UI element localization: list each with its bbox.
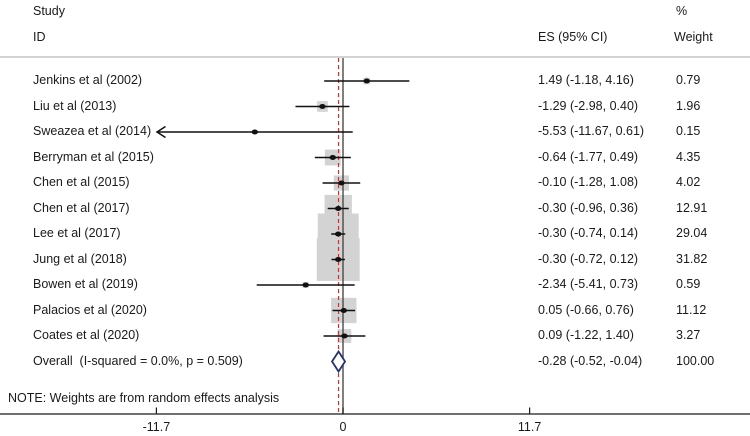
study-row-label: Jung et al (2018)	[33, 251, 127, 266]
weight-value: 1.96	[676, 98, 701, 113]
es-value: -0.28 (-0.52, -0.04)	[538, 353, 643, 368]
weight-value: 29.04	[676, 226, 708, 240]
note-text: NOTE: Weights are from random effects an…	[8, 391, 280, 405]
study-row-label: Jenkins et al (2002)	[33, 73, 143, 87]
column-header-es: ES (95% CI)	[538, 30, 608, 44]
study-row-label: Chen et al (2017)	[33, 200, 130, 215]
study-row-label: Chen et al (2015)	[33, 175, 130, 189]
weight-value: 0.79	[676, 73, 701, 87]
study-row-label: Lee et al (2017)	[33, 226, 121, 240]
column-header-id: ID	[33, 30, 46, 44]
weight-value: 4.35	[676, 149, 701, 164]
point-estimate-marker	[329, 155, 336, 160]
study-row-label: Liu et al (2013)	[33, 98, 117, 113]
point-estimate-marker	[302, 282, 309, 288]
es-value: 0.09 (-1.22, 1.40)	[538, 328, 634, 342]
es-value: -0.30 (-0.74, 0.14)	[538, 226, 639, 240]
x-axis-tick-label: -11.7	[142, 420, 171, 434]
point-estimate-marker	[338, 180, 345, 186]
weight-value: 12.91	[676, 200, 708, 215]
study-row-label: Coates et al (2020)	[33, 328, 140, 342]
es-value: -1.29 (-2.98, 0.40)	[538, 98, 639, 113]
es-value: -0.64 (-1.77, 0.49)	[538, 149, 639, 164]
column-header-percent: %	[676, 4, 688, 18]
es-value: -5.53 (-11.67, 0.61)	[538, 124, 645, 138]
weight-value: 3.27	[676, 328, 701, 342]
overall-diamond	[330, 349, 347, 374]
x-axis-tick-label: 0	[339, 420, 347, 434]
point-estimate-marker	[335, 257, 342, 262]
study-row-label: Bowen et al (2019)	[33, 277, 138, 291]
point-estimate-marker	[340, 308, 347, 313]
weight-value: 11.12	[676, 302, 707, 317]
x-axis-tick-label: 11.7	[517, 420, 542, 434]
weight-value: 0.15	[676, 124, 701, 138]
weight-value: 0.59	[676, 277, 701, 291]
column-header-study: Study	[33, 4, 65, 18]
es-value: -0.30 (-0.96, 0.36)	[538, 200, 639, 215]
point-estimate-marker	[341, 333, 348, 339]
overall-row-label: Overall (I-squared = 0.0%, p = 0.509)	[33, 353, 243, 368]
weight-value: 31.82	[676, 251, 708, 266]
es-value: -0.30 (-0.72, 0.12)	[538, 251, 639, 266]
point-estimate-marker	[335, 206, 342, 211]
es-value: -0.10 (-1.28, 1.08)	[538, 175, 639, 189]
es-value: 0.05 (-0.66, 0.76)	[538, 302, 634, 317]
study-row-label: Palacios et al (2020)	[33, 302, 147, 317]
study-row-label: Berryman et al (2015)	[33, 149, 154, 164]
point-estimate-marker	[335, 231, 342, 237]
weight-value: 4.02	[676, 175, 701, 189]
es-value: 1.49 (-1.18, 4.16)	[538, 73, 634, 87]
arrow-left-icon	[155, 125, 166, 139]
column-header-weight: Weight	[674, 30, 713, 44]
point-estimate-marker	[319, 104, 326, 109]
es-value: -2.34 (-5.41, 0.73)	[538, 277, 639, 291]
point-estimate-marker	[363, 78, 370, 84]
point-estimate-marker	[251, 129, 258, 135]
weight-value: 100.00	[676, 353, 715, 368]
study-row-label: Sweazea et al (2014)	[33, 124, 152, 138]
